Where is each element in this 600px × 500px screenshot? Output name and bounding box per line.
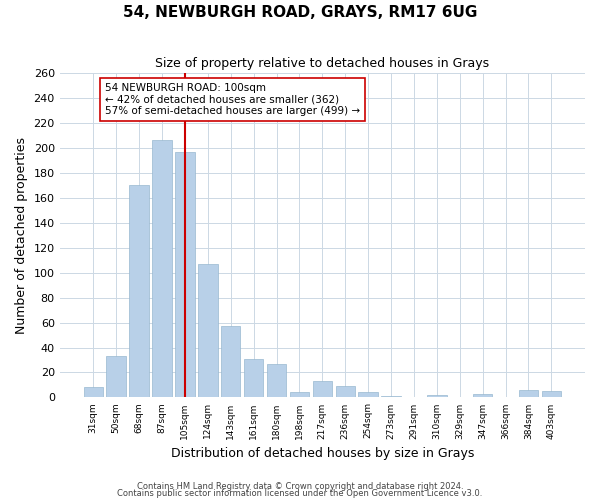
Bar (106, 356, 126, 398)
Bar (244, 359, 263, 398)
Text: 54, NEWBURGH ROAD, GRAYS, RM17 6UG: 54, NEWBURGH ROAD, GRAYS, RM17 6UG (123, 5, 477, 20)
Text: Contains HM Land Registry data © Crown copyright and database right 2024.: Contains HM Land Registry data © Crown c… (137, 482, 463, 491)
Bar (427, 395, 446, 398)
Bar (83, 388, 103, 398)
Bar (221, 326, 241, 398)
Bar (130, 186, 149, 398)
Bar (382, 396, 401, 398)
Text: 54 NEWBURGH ROAD: 100sqm
← 42% of detached houses are smaller (362)
57% of semi-: 54 NEWBURGH ROAD: 100sqm ← 42% of detach… (105, 83, 360, 116)
Bar (335, 386, 355, 398)
Title: Size of property relative to detached houses in Grays: Size of property relative to detached ho… (155, 58, 490, 70)
Bar (542, 391, 561, 398)
Bar (175, 152, 194, 398)
Bar (313, 381, 332, 398)
Bar (267, 364, 286, 398)
Y-axis label: Number of detached properties: Number of detached properties (15, 136, 28, 334)
Bar (473, 394, 493, 398)
Text: Contains public sector information licensed under the Open Government Licence v3: Contains public sector information licen… (118, 490, 482, 498)
X-axis label: Distribution of detached houses by size in Grays: Distribution of detached houses by size … (170, 447, 474, 460)
Bar (358, 392, 378, 398)
Bar (519, 390, 538, 398)
Bar (152, 140, 172, 398)
Bar (290, 392, 309, 398)
Bar (198, 264, 218, 398)
